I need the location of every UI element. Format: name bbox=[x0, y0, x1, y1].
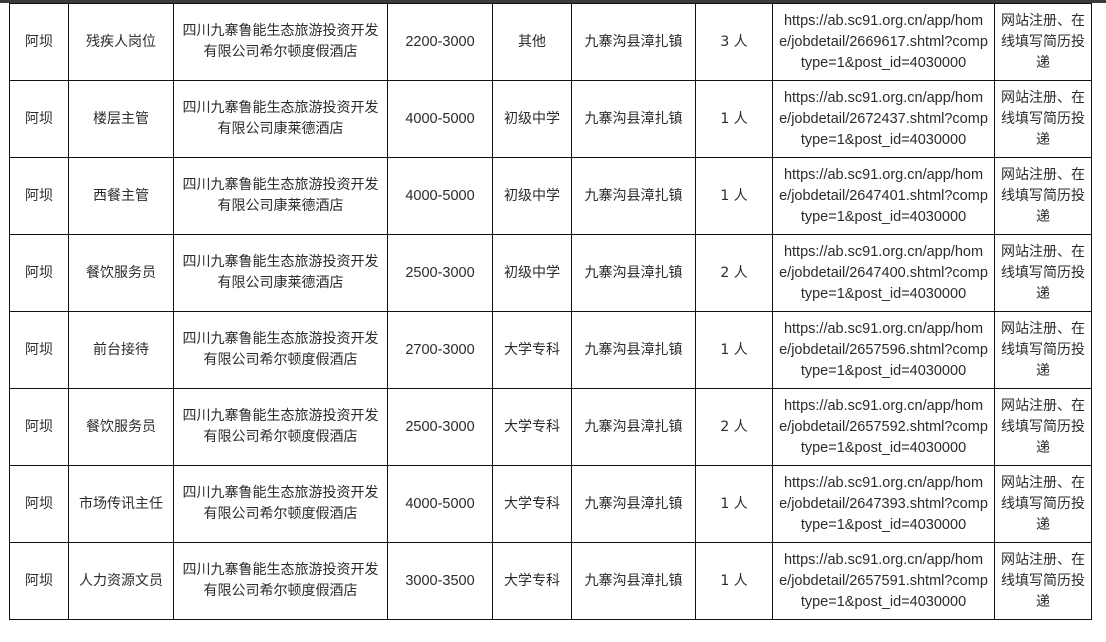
company-cell: 四川九寨鲁能生态旅游投资开发有限公司希尔顿度假酒店 bbox=[173, 311, 388, 389]
salary-cell: 2200-3000 bbox=[387, 3, 493, 81]
region-cell: 阿坝 bbox=[9, 3, 69, 81]
company-cell: 四川九寨鲁能生态旅游投资开发有限公司希尔顿度假酒店 bbox=[173, 465, 388, 543]
job-url-link[interactable]: https://ab.sc91.org.cn/app/home/jobdetai… bbox=[772, 234, 995, 312]
headcount-cell: 3 人 bbox=[695, 3, 773, 81]
position-cell: 餐饮服务员 bbox=[68, 388, 174, 466]
apply-method-cell: 网站注册、在线填写简历投递 bbox=[994, 3, 1092, 81]
table-row: 阿坝 餐饮服务员 四川九寨鲁能生态旅游投资开发有限公司希尔顿度假酒店 2500-300… bbox=[9, 388, 1092, 466]
location-cell: 九寨沟县漳扎镇 bbox=[571, 465, 696, 543]
location-cell: 九寨沟县漳扎镇 bbox=[571, 542, 696, 620]
table-row: 阿坝 前台接待 四川九寨鲁能生态旅游投资开发有限公司希尔顿度假酒店 2700-3000… bbox=[9, 311, 1092, 389]
job-url-link[interactable]: https://ab.sc91.org.cn/app/home/jobdetai… bbox=[772, 465, 995, 543]
apply-method-cell: 网站注册、在线填写简历投递 bbox=[994, 311, 1092, 389]
table-row: 阿坝 餐饮服务员 四川九寨鲁能生态旅游投资开发有限公司康莱德酒店 2500-3000 初… bbox=[9, 234, 1092, 312]
region-cell: 阿坝 bbox=[9, 311, 69, 389]
apply-method-cell: 网站注册、在线填写简历投递 bbox=[994, 80, 1092, 158]
education-cell: 初级中学 bbox=[492, 80, 572, 158]
region-cell: 阿坝 bbox=[9, 157, 69, 235]
location-cell: 九寨沟县漳扎镇 bbox=[571, 311, 696, 389]
table-row: 阿坝 西餐主管 四川九寨鲁能生态旅游投资开发有限公司康莱德酒店 4000-5000 初级… bbox=[9, 157, 1092, 235]
education-cell: 大学专科 bbox=[492, 542, 572, 620]
region-cell: 阿坝 bbox=[9, 465, 69, 543]
headcount-cell: 1 人 bbox=[695, 157, 773, 235]
headcount-cell: 2 人 bbox=[695, 388, 773, 466]
headcount-cell: 2 人 bbox=[695, 234, 773, 312]
location-cell: 九寨沟县漳扎镇 bbox=[571, 80, 696, 158]
salary-cell: 4000-5000 bbox=[387, 80, 493, 158]
position-cell: 楼层主管 bbox=[68, 80, 174, 158]
location-cell: 九寨沟县漳扎镇 bbox=[571, 234, 696, 312]
salary-cell: 4000-5000 bbox=[387, 157, 493, 235]
headcount-cell: 1 人 bbox=[695, 80, 773, 158]
job-url-link[interactable]: https://ab.sc91.org.cn/app/home/jobdetai… bbox=[772, 311, 995, 389]
education-cell: 初级中学 bbox=[492, 157, 572, 235]
position-cell: 人力资源文员 bbox=[68, 542, 174, 620]
region-cell: 阿坝 bbox=[9, 542, 69, 620]
apply-method-cell: 网站注册、在线填写简历投递 bbox=[994, 234, 1092, 312]
position-cell: 餐饮服务员 bbox=[68, 234, 174, 312]
job-url-link[interactable]: https://ab.sc91.org.cn/app/home/jobdetai… bbox=[772, 388, 995, 466]
headcount-cell: 1 人 bbox=[695, 311, 773, 389]
company-cell: 四川九寨鲁能生态旅游投资开发有限公司希尔顿度假酒店 bbox=[173, 3, 388, 81]
education-cell: 大学专科 bbox=[492, 465, 572, 543]
location-cell: 九寨沟县漳扎镇 bbox=[571, 3, 696, 81]
location-cell: 九寨沟县漳扎镇 bbox=[571, 388, 696, 466]
region-cell: 阿坝 bbox=[9, 234, 69, 312]
job-listings-table: 阿坝 残疾人岗位 四川九寨鲁能生态旅游投资开发有限公司希尔顿度假酒店 2200-300… bbox=[9, 3, 1092, 620]
education-cell: 其他 bbox=[492, 3, 572, 81]
location-cell: 九寨沟县漳扎镇 bbox=[571, 157, 696, 235]
table-row: 阿坝 人力资源文员 四川九寨鲁能生态旅游投资开发有限公司希尔顿度假酒店 3000-35… bbox=[9, 542, 1092, 620]
company-cell: 四川九寨鲁能生态旅游投资开发有限公司康莱德酒店 bbox=[173, 157, 388, 235]
job-url-link[interactable]: https://ab.sc91.org.cn/app/home/jobdetai… bbox=[772, 542, 995, 620]
company-cell: 四川九寨鲁能生态旅游投资开发有限公司希尔顿度假酒店 bbox=[173, 388, 388, 466]
position-cell: 残疾人岗位 bbox=[68, 3, 174, 81]
apply-method-cell: 网站注册、在线填写简历投递 bbox=[994, 388, 1092, 466]
education-cell: 初级中学 bbox=[492, 234, 572, 312]
company-cell: 四川九寨鲁能生态旅游投资开发有限公司康莱德酒店 bbox=[173, 234, 388, 312]
top-border-bar bbox=[0, 0, 1106, 3]
table-row: 阿坝 残疾人岗位 四川九寨鲁能生态旅游投资开发有限公司希尔顿度假酒店 2200-300… bbox=[9, 3, 1092, 81]
salary-cell: 4000-5000 bbox=[387, 465, 493, 543]
position-cell: 西餐主管 bbox=[68, 157, 174, 235]
table-row: 阿坝 市场传讯主任 四川九寨鲁能生态旅游投资开发有限公司希尔顿度假酒店 4000-50… bbox=[9, 465, 1092, 543]
position-cell: 前台接待 bbox=[68, 311, 174, 389]
salary-cell: 3000-3500 bbox=[387, 542, 493, 620]
table-row: 阿坝 楼层主管 四川九寨鲁能生态旅游投资开发有限公司康莱德酒店 4000-5000 初级… bbox=[9, 80, 1092, 158]
region-cell: 阿坝 bbox=[9, 388, 69, 466]
salary-cell: 2500-3000 bbox=[387, 388, 493, 466]
job-url-link[interactable]: https://ab.sc91.org.cn/app/home/jobdetai… bbox=[772, 3, 995, 81]
position-cell: 市场传讯主任 bbox=[68, 465, 174, 543]
region-cell: 阿坝 bbox=[9, 80, 69, 158]
apply-method-cell: 网站注册、在线填写简历投递 bbox=[994, 465, 1092, 543]
headcount-cell: 1 人 bbox=[695, 465, 773, 543]
company-cell: 四川九寨鲁能生态旅游投资开发有限公司希尔顿度假酒店 bbox=[173, 542, 388, 620]
headcount-cell: 1 人 bbox=[695, 542, 773, 620]
company-cell: 四川九寨鲁能生态旅游投资开发有限公司康莱德酒店 bbox=[173, 80, 388, 158]
education-cell: 大学专科 bbox=[492, 388, 572, 466]
salary-cell: 2500-3000 bbox=[387, 234, 493, 312]
apply-method-cell: 网站注册、在线填写简历投递 bbox=[994, 542, 1092, 620]
apply-method-cell: 网站注册、在线填写简历投递 bbox=[994, 157, 1092, 235]
job-url-link[interactable]: https://ab.sc91.org.cn/app/home/jobdetai… bbox=[772, 80, 995, 158]
job-url-link[interactable]: https://ab.sc91.org.cn/app/home/jobdetai… bbox=[772, 157, 995, 235]
education-cell: 大学专科 bbox=[492, 311, 572, 389]
salary-cell: 2700-3000 bbox=[387, 311, 493, 389]
